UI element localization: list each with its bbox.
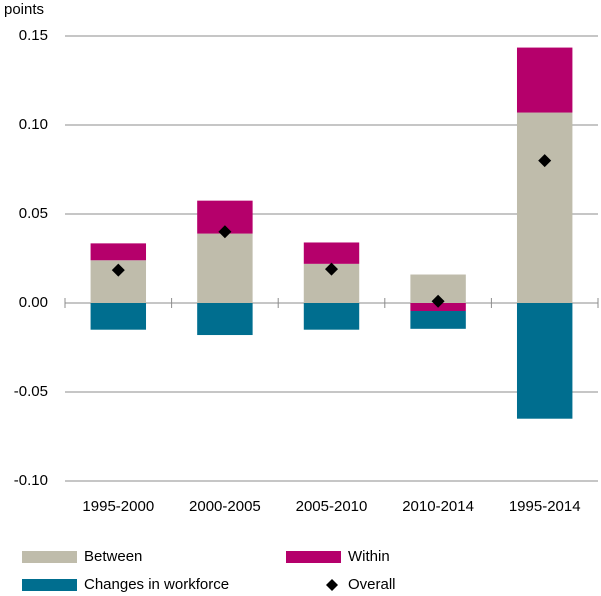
legend-label: Within: [348, 548, 390, 565]
overall-marker: [538, 154, 552, 168]
bar-segment: [197, 303, 253, 336]
bar-segment: [516, 303, 573, 419]
y-tick-label: 0.00: [19, 294, 48, 311]
bar-segment: [90, 243, 147, 261]
legend-label: Changes in workforce: [84, 576, 229, 593]
y-tick-label: 0.10: [19, 116, 48, 133]
x-tick-label: 2005-2010: [296, 498, 368, 515]
bar-segment: [516, 47, 573, 113]
bar-segment: [303, 303, 360, 330]
legend-swatch: [286, 551, 341, 563]
bar-segment: [303, 242, 360, 264]
y-tick-label: -0.10: [14, 472, 48, 489]
y-tick-label: 0.05: [19, 205, 48, 222]
y-axis-label: points: [4, 1, 44, 18]
overall-marker: [218, 225, 232, 239]
x-tick-label: 1995-2014: [509, 498, 581, 515]
legend-swatch: [22, 579, 77, 591]
x-tick-label: 2010-2014: [402, 498, 474, 515]
y-tick-label: -0.05: [14, 383, 48, 400]
bar-segment: [410, 311, 466, 329]
legend-label: Between: [84, 548, 142, 565]
y-tick-label: 0.15: [19, 27, 48, 44]
overall-marker: [111, 263, 125, 277]
x-tick-label: 2000-2005: [189, 498, 261, 515]
legend-swatch: [22, 551, 77, 563]
legend-marker: [326, 579, 338, 591]
overall-marker: [431, 294, 445, 308]
legend-label: Overall: [348, 576, 396, 593]
overall-marker: [325, 262, 338, 276]
bar-segment: [90, 303, 147, 330]
bar-segment: [197, 233, 253, 303]
bar-segment: [516, 112, 573, 303]
x-tick-label: 1995-2000: [82, 498, 154, 515]
